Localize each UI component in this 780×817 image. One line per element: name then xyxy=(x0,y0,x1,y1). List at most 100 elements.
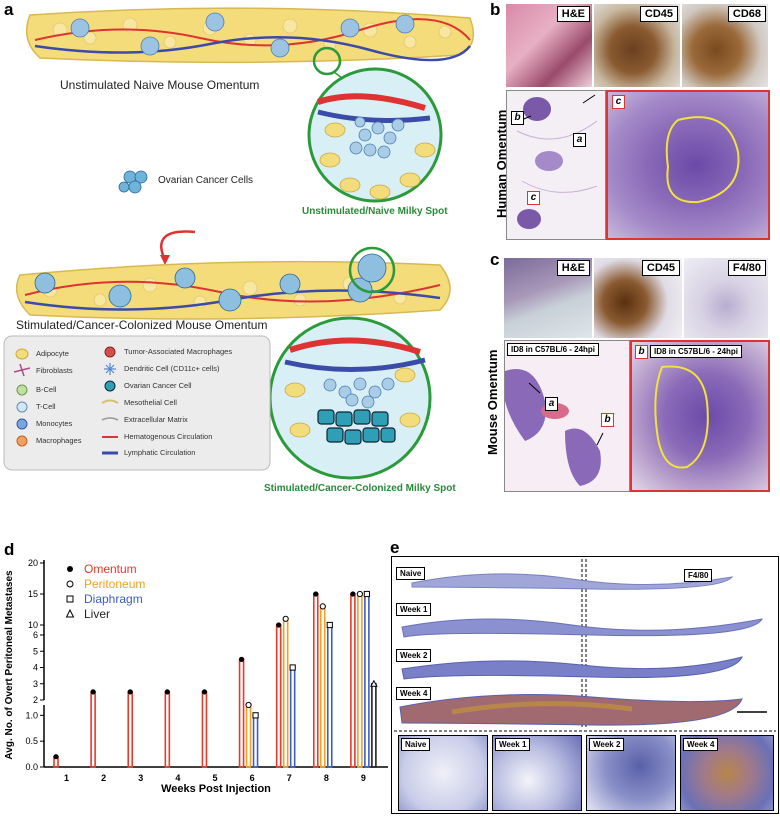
bar-omentum xyxy=(90,691,96,768)
legend-dendritic: Dendritic Cell (CD11c+ cells) xyxy=(124,364,220,373)
x-tick-label: 2 xyxy=(101,773,106,783)
bar-liver xyxy=(371,682,377,768)
legend-label: Peritoneum xyxy=(84,577,145,591)
legend-monocytes: Monocytes xyxy=(36,419,73,428)
row-label-week1: Week 1 xyxy=(396,603,432,616)
legend-lymphatic: Lymphatic Circulation xyxy=(124,448,196,457)
legend-marker xyxy=(67,566,73,572)
human-he-tile: H&E xyxy=(506,4,592,87)
panel-a-illustration xyxy=(3,7,475,480)
legend-marker xyxy=(66,580,74,588)
bar-omentum xyxy=(350,593,356,768)
x-tick-label: 9 xyxy=(361,773,366,783)
marker xyxy=(363,590,370,598)
human-cd45-tile: CD45 xyxy=(594,4,680,87)
zoom-label-week1: Week 1 xyxy=(495,738,531,751)
panel-e-slides xyxy=(394,559,776,732)
bar-peritoneum xyxy=(245,704,252,768)
mouse-stain-label-he: H&E xyxy=(556,260,590,276)
zoom-week2-tile: Week 2 xyxy=(586,735,676,811)
mouse-letter-b-zoom: b xyxy=(635,345,648,359)
bar-peritoneum xyxy=(282,618,289,768)
y-tick-label-upper: 6 xyxy=(33,630,38,640)
legend-hematogenous: Hematogenous Circulation xyxy=(124,432,213,441)
y-tick-label-lower: 1.0 xyxy=(25,710,38,720)
marker xyxy=(326,621,333,629)
x-tick-label: 7 xyxy=(287,773,292,783)
legend-adipocyte: Adipocyte xyxy=(36,349,69,358)
marker xyxy=(276,622,282,628)
legend-marker xyxy=(65,608,75,618)
bar-omentum xyxy=(312,593,319,768)
mouse-f480-tile: F4/80 xyxy=(684,258,768,338)
legend-fibroblasts: Fibroblasts xyxy=(36,366,73,375)
marker xyxy=(282,615,289,622)
panel-a-letter: a xyxy=(4,0,14,19)
human-overview-drawing xyxy=(516,94,598,229)
stain-label-cd68: CD68 xyxy=(727,6,766,22)
human-letter-c-zoom: c xyxy=(612,95,625,109)
y-tick-label-upper: 5 xyxy=(33,646,38,656)
human-letter-c-overview: c xyxy=(527,191,540,205)
caption-ovarian-cancer-cells: Ovarian Cancer Cells xyxy=(158,175,254,186)
x-axis-label: Weeks Post Injection xyxy=(161,783,271,795)
y-tick-label-lower: 0.5 xyxy=(25,736,38,746)
panel-e-letter: e xyxy=(390,538,400,557)
bar-diaphragm xyxy=(252,714,259,768)
marker xyxy=(289,664,296,671)
marker xyxy=(356,590,363,598)
panel-c-letter: c xyxy=(490,250,500,269)
marker xyxy=(313,591,319,597)
caption-colonized-milky-spot: Stimulated/Cancer-Colonized Milky Spot xyxy=(264,483,456,494)
caption-stimulated-omentum: Stimulated/Cancer-Colonized Mouse Omentu… xyxy=(16,318,268,332)
y-tick-label-lower: 0.0 xyxy=(25,762,38,772)
mouse-stain-label-cd45: CD45 xyxy=(641,260,680,276)
mouse-label-right: ID8 in C57BL/6 - 24hpi xyxy=(650,345,743,358)
zoom-naive-tile: Naive xyxy=(398,735,488,811)
legend-label: Omentum xyxy=(84,562,137,576)
zoom-week1-tile: Week 1 xyxy=(492,735,582,811)
legend-t-cell: T-Cell xyxy=(36,402,56,411)
marker xyxy=(127,689,133,695)
bar-omentum xyxy=(201,691,208,768)
mouse-he-tile: H&E xyxy=(504,258,592,338)
y-tick-label-upper: 4 xyxy=(33,663,38,673)
y-axis-label: Avg. No. of Overt Peritoneal Metastases xyxy=(4,570,15,760)
mouse-letter-b-overview: b xyxy=(601,413,614,427)
human-letter-b: b xyxy=(511,111,524,125)
x-tick-label: 4 xyxy=(175,773,180,783)
x-tick-label: 8 xyxy=(324,773,329,783)
human-letter-a: a xyxy=(573,133,586,147)
marker xyxy=(164,689,170,695)
y-tick-label-upper: 3 xyxy=(33,679,38,689)
caption-unstimulated-omentum: Unstimulated Naive Mouse Omentum xyxy=(60,78,260,92)
legend-ovarian-cancer-cell: Ovarian Cancer Cell xyxy=(124,381,192,390)
bar-omentum xyxy=(275,624,282,768)
bar-peritoneum xyxy=(319,605,326,768)
legend-label: Liver xyxy=(84,607,110,621)
zoom-label-week2: Week 2 xyxy=(589,738,625,751)
zoom-week4-tile: Week 4 xyxy=(680,735,774,811)
panel-c-side-title: Mouse Omentum xyxy=(485,349,500,455)
mouse-cd45-tile: CD45 xyxy=(594,258,682,338)
bar-diaphragm xyxy=(326,624,333,768)
mouse-zoom-outline xyxy=(654,365,709,469)
marker xyxy=(201,689,208,695)
mouse-zoom-tile: b ID8 in C57BL/6 - 24hpi xyxy=(630,340,770,492)
marker xyxy=(245,701,252,709)
caption-naive-milky-spot: Unstimulated/Naive Milky Spot xyxy=(302,206,448,217)
legend-macrophages: Macrophages xyxy=(36,436,82,445)
marker xyxy=(350,591,356,597)
human-cd68-tile: CD68 xyxy=(682,4,768,87)
zoom-label-naive: Naive xyxy=(401,738,431,751)
y-tick-label-upper: 2 xyxy=(33,695,38,705)
panel-e-stain-label: F4/80 xyxy=(684,569,713,582)
marker xyxy=(252,712,259,719)
stain-label-he: H&E xyxy=(556,6,590,22)
bar-diaphragm xyxy=(289,666,296,768)
bar-omentum xyxy=(164,691,171,768)
bar-omentum xyxy=(238,658,245,768)
human-overview-tile: b a c xyxy=(506,90,606,240)
